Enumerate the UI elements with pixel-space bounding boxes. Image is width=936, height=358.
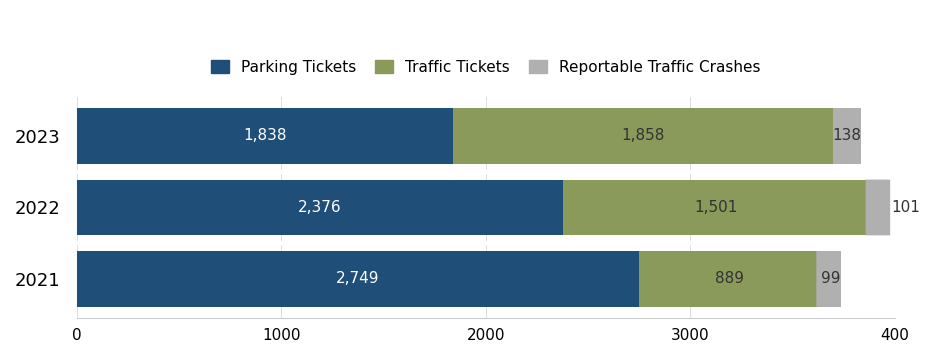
FancyBboxPatch shape: [816, 251, 841, 307]
Text: 1,838: 1,838: [243, 129, 286, 144]
Bar: [832, 108, 861, 164]
Bar: [453, 108, 832, 164]
FancyBboxPatch shape: [866, 180, 890, 235]
Bar: [77, 251, 639, 307]
Bar: [563, 180, 870, 235]
Text: 2,376: 2,376: [298, 200, 342, 215]
Text: 138: 138: [832, 129, 861, 144]
Legend: Parking Tickets, Traffic Tickets, Reportable Traffic Crashes: Parking Tickets, Traffic Tickets, Report…: [206, 55, 766, 80]
FancyBboxPatch shape: [836, 108, 861, 164]
Text: 1,501: 1,501: [695, 200, 738, 215]
Text: 101: 101: [892, 200, 921, 215]
Bar: [821, 251, 841, 307]
Text: 1,858: 1,858: [621, 129, 665, 144]
Bar: [77, 108, 453, 164]
Text: 2,749: 2,749: [336, 271, 379, 286]
Bar: [870, 180, 890, 235]
Text: 889: 889: [715, 271, 744, 286]
Text: 99: 99: [821, 271, 841, 286]
Bar: [639, 251, 821, 307]
Bar: [77, 180, 563, 235]
